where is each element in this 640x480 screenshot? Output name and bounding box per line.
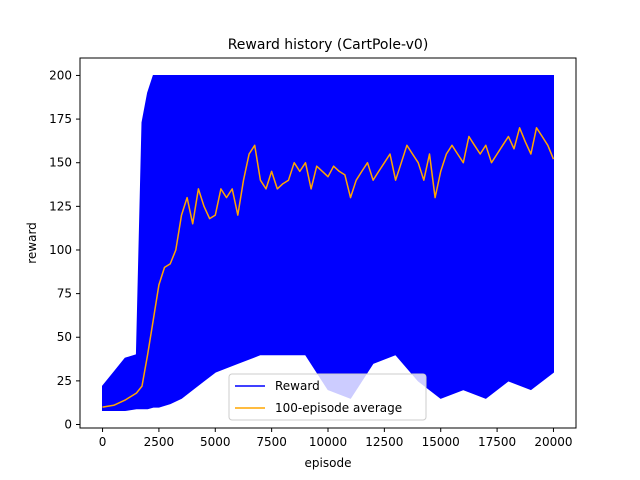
y-tick-label: 200 — [49, 68, 72, 82]
x-tick-label: 15000 — [422, 435, 460, 449]
series-reward — [102, 75, 554, 411]
y-tick-label: 0 — [64, 418, 72, 432]
legend-label-average: 100-episode average — [275, 401, 402, 415]
y-axis: 0 25 50 75 100 125 150 175 200 — [49, 68, 80, 432]
plot-area — [102, 75, 555, 411]
y-tick-label: 50 — [57, 330, 72, 344]
chart-title: Reward history (CartPole-v0) — [228, 37, 429, 53]
y-tick-label: 150 — [49, 156, 72, 170]
series-average — [102, 127, 555, 408]
legend: Reward 100-episode average — [228, 373, 427, 421]
x-tick-label: 2500 — [144, 435, 175, 449]
x-tick-label: 10000 — [309, 435, 347, 449]
y-axis-label: reward — [25, 222, 39, 264]
legend-box — [228, 373, 427, 421]
y-tick-label: 175 — [49, 112, 72, 126]
x-tick-label: 12500 — [365, 435, 403, 449]
y-tick-label: 125 — [49, 199, 72, 213]
x-tick-label: 5000 — [200, 435, 231, 449]
legend-label-reward: Reward — [275, 379, 320, 393]
x-tick-label: 7500 — [256, 435, 287, 449]
x-axis-label: episode — [305, 456, 352, 470]
y-tick-label: 100 — [49, 243, 72, 257]
y-tick-label: 75 — [57, 287, 72, 301]
x-axis: 0 2500 5000 7500 10000 12500 15000 17500 20000 — [99, 428, 573, 449]
y-tick-label: 25 — [57, 374, 72, 388]
x-tick-label: 17500 — [478, 435, 516, 449]
x-tick-label: 20000 — [534, 435, 572, 449]
x-tick-label: 0 — [99, 435, 107, 449]
